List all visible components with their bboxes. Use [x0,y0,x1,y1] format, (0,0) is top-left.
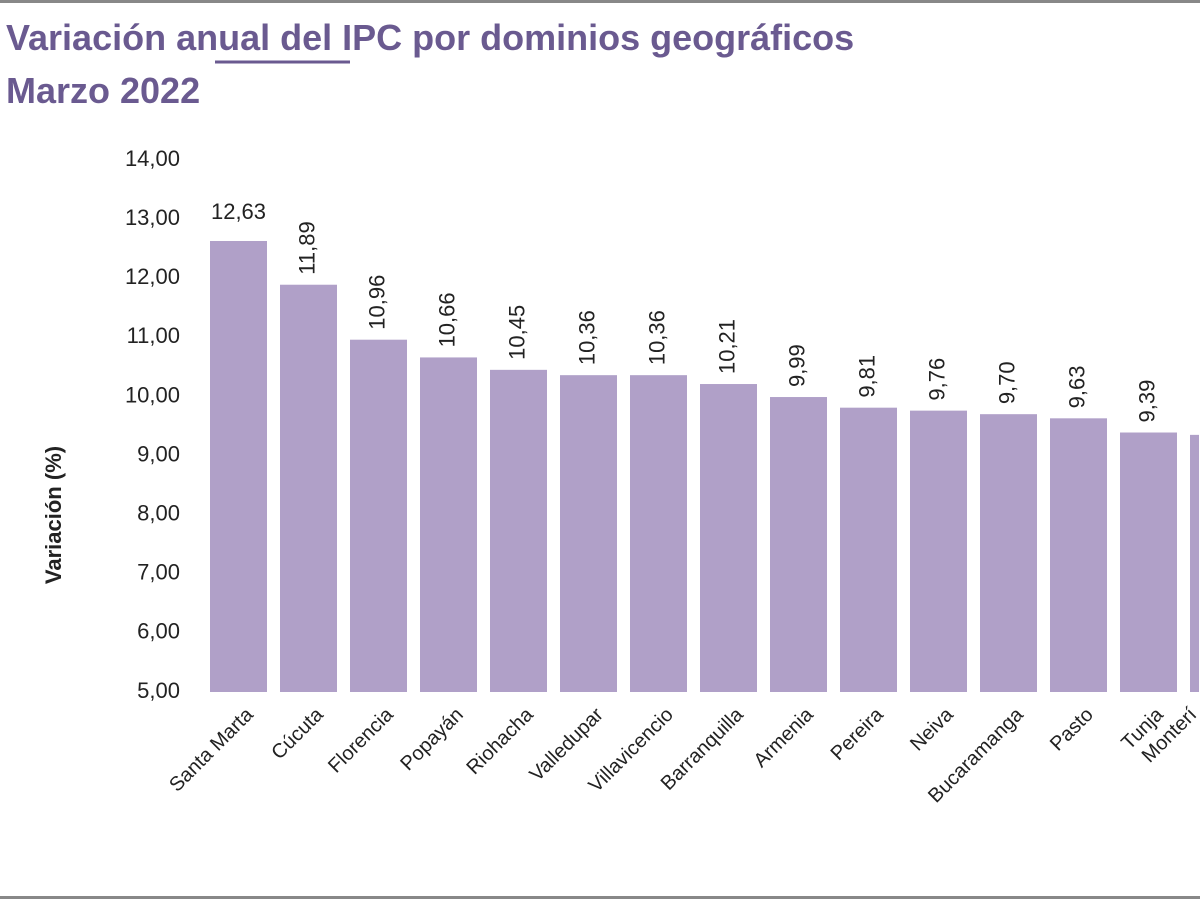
bar [210,240,267,692]
value-label: 9,70 [994,361,1019,404]
value-label: 9,81 [854,355,879,398]
bar [980,414,1037,692]
y-axis-title: Variación (%) [41,446,66,584]
value-label: 11,89 [294,221,319,274]
value-label: 9,76 [924,358,949,401]
value-label: 10,36 [644,310,669,365]
y-tick-label: 12,00 [125,264,180,289]
bar [770,397,827,692]
bar [700,384,757,692]
value-label: 9,63 [1064,365,1089,408]
y-tick-label: 10,00 [125,382,180,407]
bar [490,369,547,692]
value-label: 9,39 [1134,380,1159,423]
bar [840,407,897,692]
y-tick-label: 7,00 [137,560,180,585]
bar [1050,418,1107,692]
bar [560,375,617,692]
y-tick-label: 8,00 [137,500,180,525]
bar [350,339,407,692]
chart-title: Variación anual del IPC por dominios geo… [6,17,854,58]
value-label: 10,66 [434,292,459,347]
y-tick-label: 14,00 [125,146,180,171]
chart-subtitle: Marzo 2022 [6,70,200,111]
y-tick-label: 11,00 [127,323,180,348]
bar [1190,434,1199,692]
value-label: 9,99 [784,344,809,387]
y-tick-label: 13,00 [125,205,180,230]
y-tick-label: 5,00 [137,678,180,703]
bar [910,410,967,692]
value-label: 10,36 [574,310,599,365]
y-tick-label: 6,00 [137,619,180,644]
bar [280,284,337,692]
y-tick-label: 9,00 [137,441,180,466]
value-label: 10,96 [364,275,389,330]
bar [630,375,687,692]
bar [420,357,477,692]
bar [1120,432,1177,692]
value-label: 10,21 [714,319,739,374]
value-label: 10,45 [504,305,529,360]
value-label: 12,63 [211,199,266,224]
